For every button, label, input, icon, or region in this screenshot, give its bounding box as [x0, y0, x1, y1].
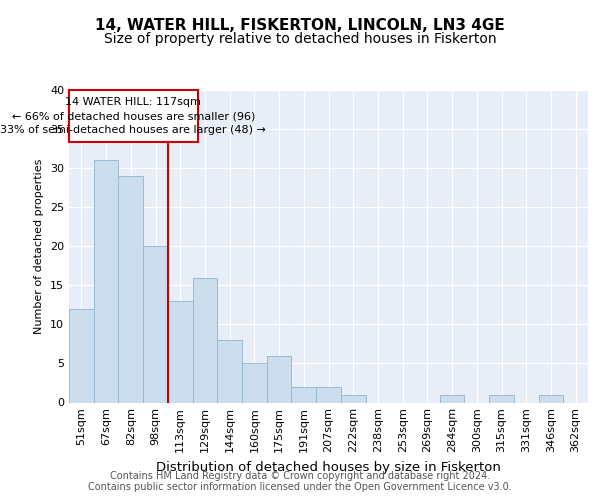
Text: Contains HM Land Registry data © Crown copyright and database right 2024.: Contains HM Land Registry data © Crown c…	[110, 471, 490, 481]
Bar	[69, 90, 197, 142]
Bar	[217, 340, 242, 402]
Text: Size of property relative to detached houses in Fiskerton: Size of property relative to detached ho…	[104, 32, 496, 46]
Bar	[193, 278, 217, 402]
Bar	[440, 394, 464, 402]
Bar	[69, 308, 94, 402]
Bar	[168, 301, 193, 402]
Bar	[242, 364, 267, 403]
X-axis label: Distribution of detached houses by size in Fiskerton: Distribution of detached houses by size …	[156, 461, 501, 474]
Bar	[341, 394, 365, 402]
Text: Contains public sector information licensed under the Open Government Licence v3: Contains public sector information licen…	[88, 482, 512, 492]
Text: 14 WATER HILL: 117sqm
← 66% of detached houses are smaller (96)
33% of semi-deta: 14 WATER HILL: 117sqm ← 66% of detached …	[1, 97, 266, 135]
Bar	[292, 387, 316, 402]
Bar	[118, 176, 143, 402]
Bar	[94, 160, 118, 402]
Y-axis label: Number of detached properties: Number of detached properties	[34, 158, 44, 334]
Bar	[316, 387, 341, 402]
Text: 14, WATER HILL, FISKERTON, LINCOLN, LN3 4GE: 14, WATER HILL, FISKERTON, LINCOLN, LN3 …	[95, 18, 505, 32]
Bar	[539, 394, 563, 402]
Bar	[267, 356, 292, 403]
Bar	[143, 246, 168, 402]
Bar	[489, 394, 514, 402]
